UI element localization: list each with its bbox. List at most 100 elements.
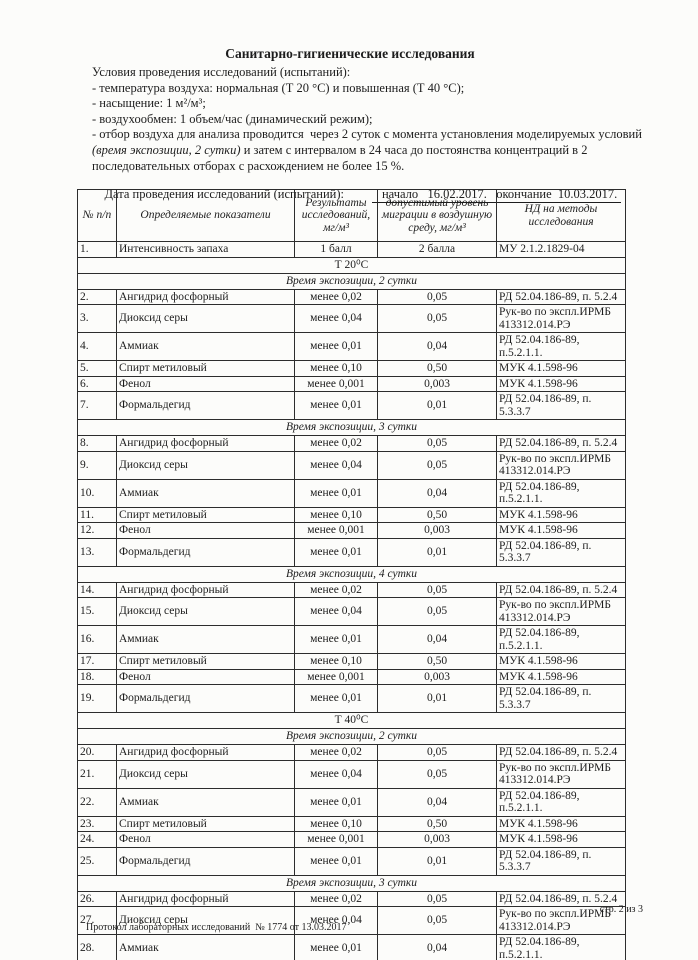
header-cell-result: Результаты исследований, мг/м³ — [294, 189, 378, 242]
cell-num: 2. — [77, 288, 117, 305]
cell-limit: 0,50 — [377, 653, 497, 670]
cell-num: 9. — [77, 450, 117, 480]
table-row: 13. Формальдегид менее 0,01 0,01 РД 52.04.18… — [77, 537, 626, 567]
cell-num: 24. — [77, 831, 117, 848]
section-banner-row: Время экспозиции, 3 сутки — [77, 874, 626, 892]
table-row: 9. Диоксид серы менее 0,04 0,05 Рук-во по эк… — [77, 450, 626, 480]
cell-method: РД 52.04.186-89, п. 5.3.3.7 — [496, 684, 626, 713]
cell-method: РД 52.04.186-89, п. 5.2.4 — [496, 744, 626, 761]
table-row: 3. Диоксид серы менее 0,04 0,05 Рук-во по эк… — [77, 304, 626, 333]
header-cell-num: № п/п — [77, 189, 117, 242]
header-cell-indicator: Определяемые показатели — [116, 189, 295, 242]
cell-limit: 0,003 — [377, 375, 497, 392]
cell-limit: 0,04 — [377, 478, 497, 508]
table-row: 28. Аммиак менее 0,01 0,04 РД 52.04.186-89, … — [77, 934, 626, 960]
cell-name: Формальдегид — [116, 391, 295, 420]
cell-name: Диоксид серы — [116, 450, 295, 480]
results-table-body: 1. Интенсивность запаха 1 балл 2 балла МУ 2.… — [77, 241, 626, 960]
page-title: Санитарно-гигиенические исследования — [225, 46, 475, 61]
cell-limit: 0,05 — [377, 759, 497, 789]
footer-protocol-number: Протокол лабораторных исследований № 177… — [86, 922, 347, 933]
cell-method: МУК 4.1.598-96 — [496, 522, 626, 539]
cell-limit: 2 балла — [377, 241, 497, 258]
section-banner-row: Т 40⁰С — [77, 712, 626, 729]
cell-num: 8. — [77, 435, 117, 452]
cell-limit: 0,01 — [377, 537, 497, 567]
exposure-note-rest: и затем с интервалом в 24 часа до постоя… — [240, 142, 588, 157]
cell-result: менее 0,01 — [294, 787, 378, 817]
cell-limit: 0,05 — [377, 288, 497, 305]
conditions-block: Условия проведения исследований (испытан… — [92, 65, 652, 174]
cell-name: Формальдегид — [116, 684, 295, 713]
cell-limit: 0,50 — [377, 506, 497, 523]
table-row: 23. Спирт метиловый менее 0,10 0,50 МУК 4.1.… — [77, 815, 626, 832]
cell-method: МУК 4.1.598-96 — [496, 668, 626, 685]
cell-name: Спирт метиловый — [116, 653, 295, 670]
cell-method: РД 52.04.186-89, п. 5.3.3.7 — [496, 537, 626, 567]
table-row: 10. Аммиак менее 0,01 0,04 РД 52.04.186-89, … — [77, 478, 626, 508]
cell-result: менее 0,001 — [294, 831, 378, 848]
cell-limit: 0,003 — [377, 522, 497, 539]
results-table: № п/п Определяемые показатели Результаты… — [77, 189, 626, 960]
section-banner-row: Т 20⁰С — [77, 256, 626, 274]
cell-name: Фенол — [116, 522, 295, 539]
cell-result: менее 0,01 — [294, 332, 378, 361]
cell-method: Рук-во по экспл.ИРМБ 413312.014.РЭ — [496, 597, 626, 626]
cell-method: МУК 4.1.598-96 — [496, 375, 626, 392]
cell-method: РД 52.04.186-89, п.5.2.1.1. — [496, 625, 626, 654]
table-row: 7. Формальдегид менее 0,01 0,01 РД 52.04.186… — [77, 391, 626, 420]
section-banner-row: Время экспозиции, 4 сутки — [77, 565, 626, 583]
cell-result: менее 0,01 — [294, 684, 378, 713]
footer: Протокол лабораторных исследований № 177… — [86, 893, 606, 960]
cell-result: менее 0,001 — [294, 668, 378, 685]
cell-result: менее 0,02 — [294, 890, 378, 907]
cell-limit: 0,50 — [377, 815, 497, 832]
table-row: 25. Формальдегид менее 0,01 0,01 РД 52.04.18… — [77, 846, 626, 876]
cell-name: Аммиак — [116, 787, 295, 817]
cell-limit: 0,04 — [377, 332, 497, 361]
cell-limit: 0,05 — [377, 744, 497, 761]
exposure-note-italic: (время экспозиции, 2 сутки) — [92, 142, 241, 157]
cell-num: 16. — [77, 625, 117, 654]
table-row: 17. Спирт метиловый менее 0,10 0,50 МУК 4.1.… — [77, 653, 626, 670]
cell-name: Диоксид серы — [116, 597, 295, 626]
cell-name: Фенол — [116, 375, 295, 392]
cell-name: Диоксид серы — [116, 304, 295, 333]
cell-num: 7. — [77, 391, 117, 420]
cell-name: Формальдегид — [116, 537, 295, 567]
cell-method: МУК 4.1.598-96 — [496, 831, 626, 848]
cell-num: 18. — [77, 668, 117, 685]
cell-result: менее 0,04 — [294, 597, 378, 626]
section-banner-label: Время экспозиции, 2 сутки — [77, 272, 626, 290]
cell-result: менее 0,10 — [294, 653, 378, 670]
cell-result: менее 0,04 — [294, 450, 378, 480]
cell-method: Рук-во по экспл.ИРМБ 413312.014.РЭ — [496, 304, 626, 333]
cell-limit: 0,05 — [377, 581, 497, 598]
cell-num: 6. — [77, 375, 117, 392]
cell-name: Спирт метиловый — [116, 506, 295, 523]
table-row: 5. Спирт метиловый менее 0,10 0,50 МУК 4.1.5… — [77, 360, 626, 377]
table-row: 22. Аммиак менее 0,01 0,04 РД 52.04.186-89, … — [77, 787, 626, 817]
cell-num: 5. — [77, 360, 117, 377]
condition-line: - воздухообмен: 1 объем/час (динамически… — [92, 111, 373, 126]
cell-limit: 0,05 — [377, 450, 497, 480]
section-banner-label: Время экспозиции, 3 сутки — [77, 419, 626, 436]
cell-name: Аммиак — [116, 625, 295, 654]
cell-result: менее 0,02 — [294, 581, 378, 598]
cell-method: МУК 4.1.598-96 — [496, 653, 626, 670]
cell-method: РД 52.04.186-89, п. 5.2.4 — [496, 581, 626, 598]
cell-name: Интенсивность запаха — [116, 241, 295, 258]
table-row: 21. Диоксид серы менее 0,04 0,05 Рук-во по э… — [77, 759, 626, 789]
cell-limit: 0,01 — [377, 684, 497, 713]
table-row: 2. Ангидрид фосфорный менее 0,02 0,05 РД 52.… — [77, 288, 626, 305]
table-row: 15. Диоксид серы менее 0,04 0,05 Рук-во по э… — [77, 597, 626, 626]
cell-result: менее 0,04 — [294, 759, 378, 789]
cell-result: менее 0,01 — [294, 478, 378, 508]
cell-method: МУК 4.1.598-96 — [496, 815, 626, 832]
cell-limit: 0,05 — [377, 435, 497, 452]
results-table-header: № п/п Определяемые показатели Результаты… — [77, 189, 626, 242]
cell-name: Ангидрид фосфорный — [116, 581, 295, 598]
cell-method: Рук-во по экспл.ИРМБ 413312.014.РЭ — [496, 906, 626, 935]
cell-result: менее 0,10 — [294, 815, 378, 832]
